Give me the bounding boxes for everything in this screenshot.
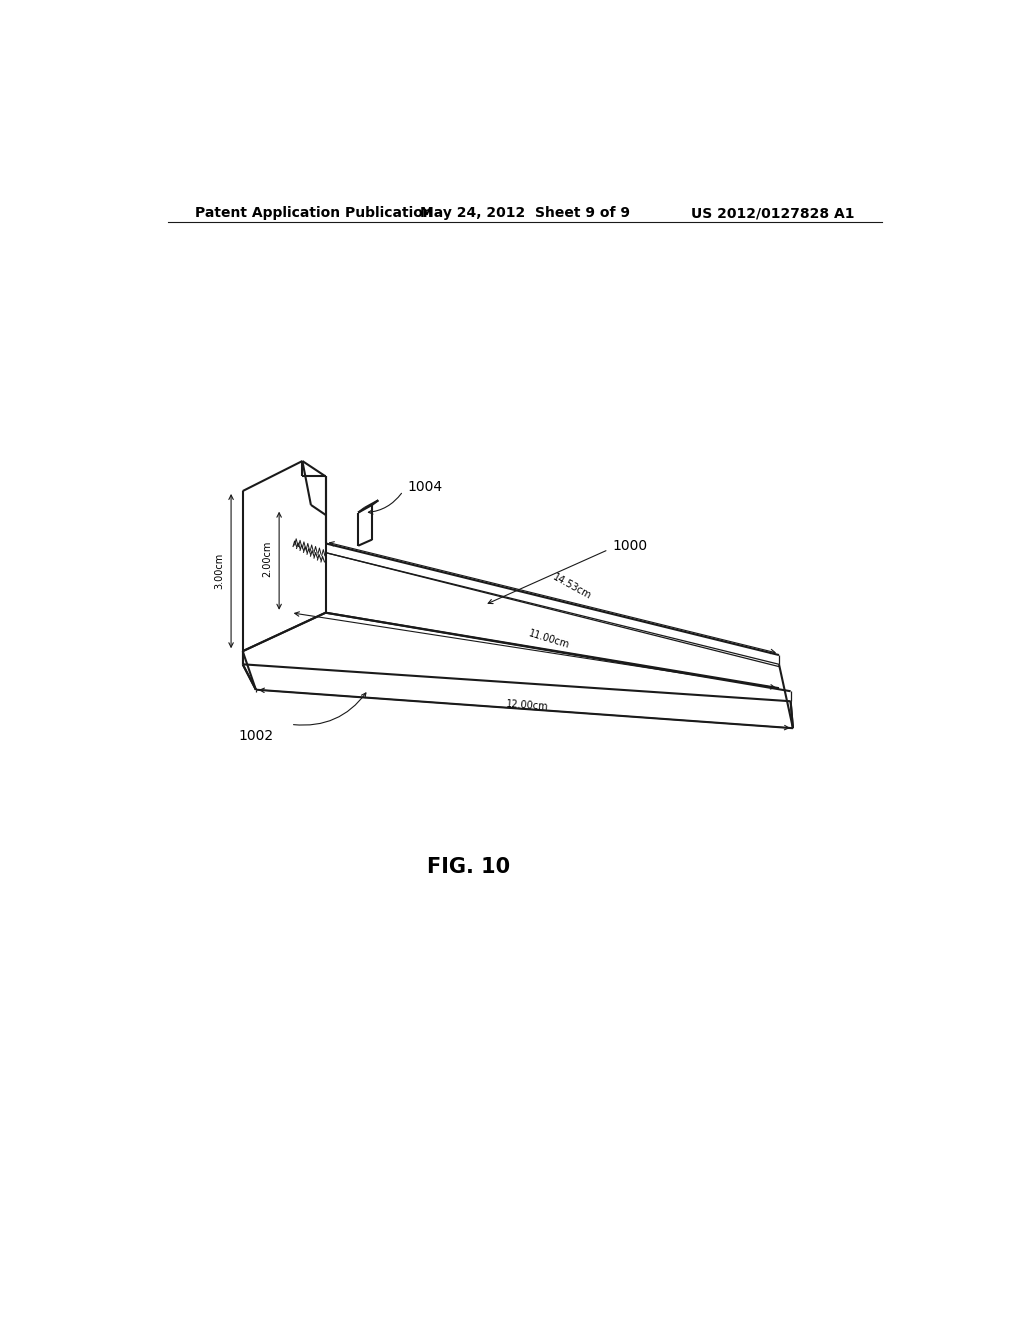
Text: May 24, 2012  Sheet 9 of 9: May 24, 2012 Sheet 9 of 9 (420, 206, 630, 220)
Text: 11.00cm: 11.00cm (527, 628, 570, 651)
Text: 2.00cm: 2.00cm (262, 541, 272, 577)
Text: 12.00cm: 12.00cm (506, 698, 549, 711)
Text: 1002: 1002 (239, 729, 273, 743)
Text: 1004: 1004 (407, 480, 442, 494)
Text: 3.00cm: 3.00cm (214, 553, 224, 589)
Text: Patent Application Publication: Patent Application Publication (196, 206, 433, 220)
Text: US 2012/0127828 A1: US 2012/0127828 A1 (690, 206, 854, 220)
Text: 1000: 1000 (612, 539, 647, 553)
Text: FIG. 10: FIG. 10 (427, 857, 511, 876)
Text: 14.53cm: 14.53cm (551, 572, 593, 601)
